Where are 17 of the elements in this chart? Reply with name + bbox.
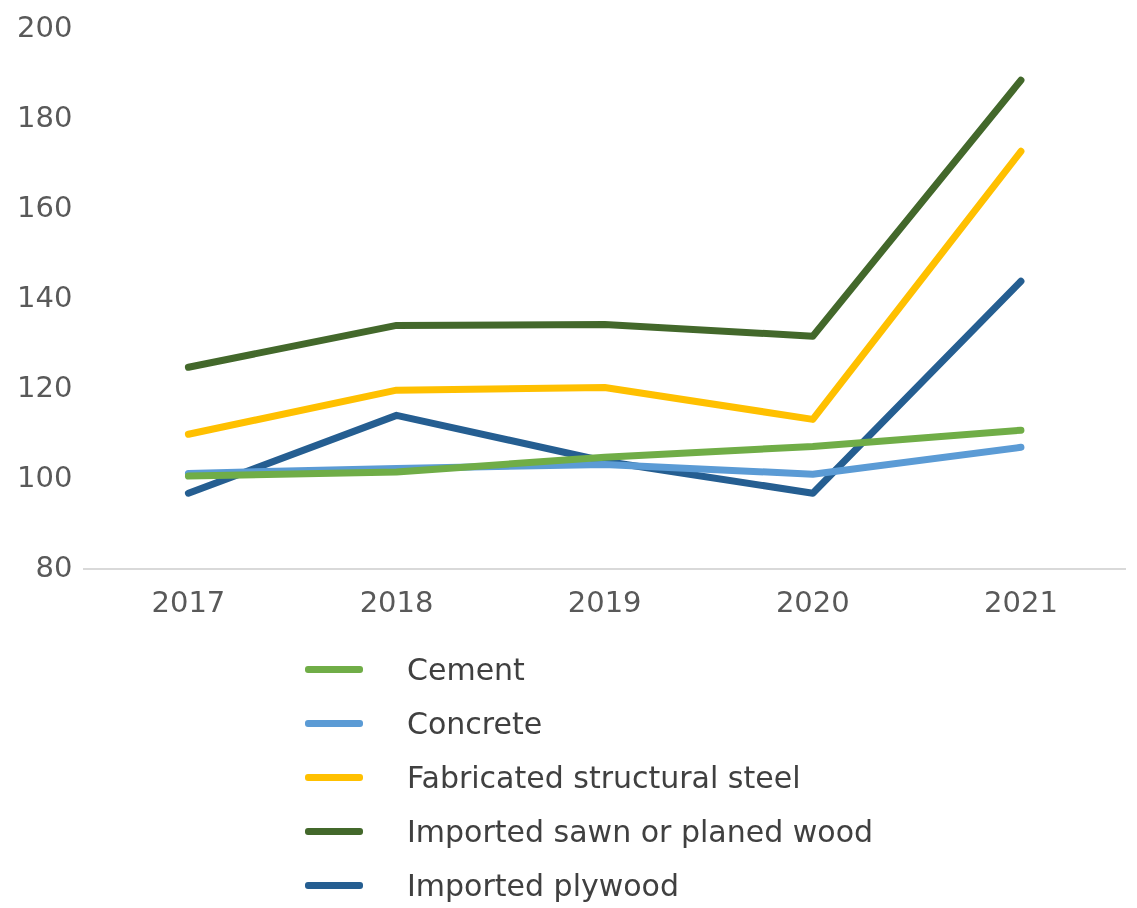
y-tick-label: 100 bbox=[16, 459, 73, 494]
x-tick-label: 2017 bbox=[151, 585, 226, 620]
x-tick-label: 2020 bbox=[775, 585, 850, 620]
y-tick-label: 180 bbox=[16, 99, 73, 134]
y-tick-label: 80 bbox=[35, 549, 73, 584]
legend-label: Concrete bbox=[407, 705, 543, 741]
x-tick-label: 2021 bbox=[984, 585, 1058, 620]
y-tick-label: 200 bbox=[16, 9, 73, 44]
x-tick-label: 2018 bbox=[359, 585, 434, 620]
legend-label: Cement bbox=[407, 651, 525, 687]
x-tick-label: 2019 bbox=[567, 585, 642, 620]
y-tick-label: 120 bbox=[16, 369, 73, 404]
legend-label: Fabricated structural steel bbox=[407, 759, 801, 795]
y-tick-label: 140 bbox=[16, 279, 73, 314]
y-tick-label: 160 bbox=[16, 189, 73, 224]
legend-label: Imported sawn or planed wood bbox=[407, 813, 874, 849]
legend-label: Imported plywood bbox=[407, 867, 680, 903]
